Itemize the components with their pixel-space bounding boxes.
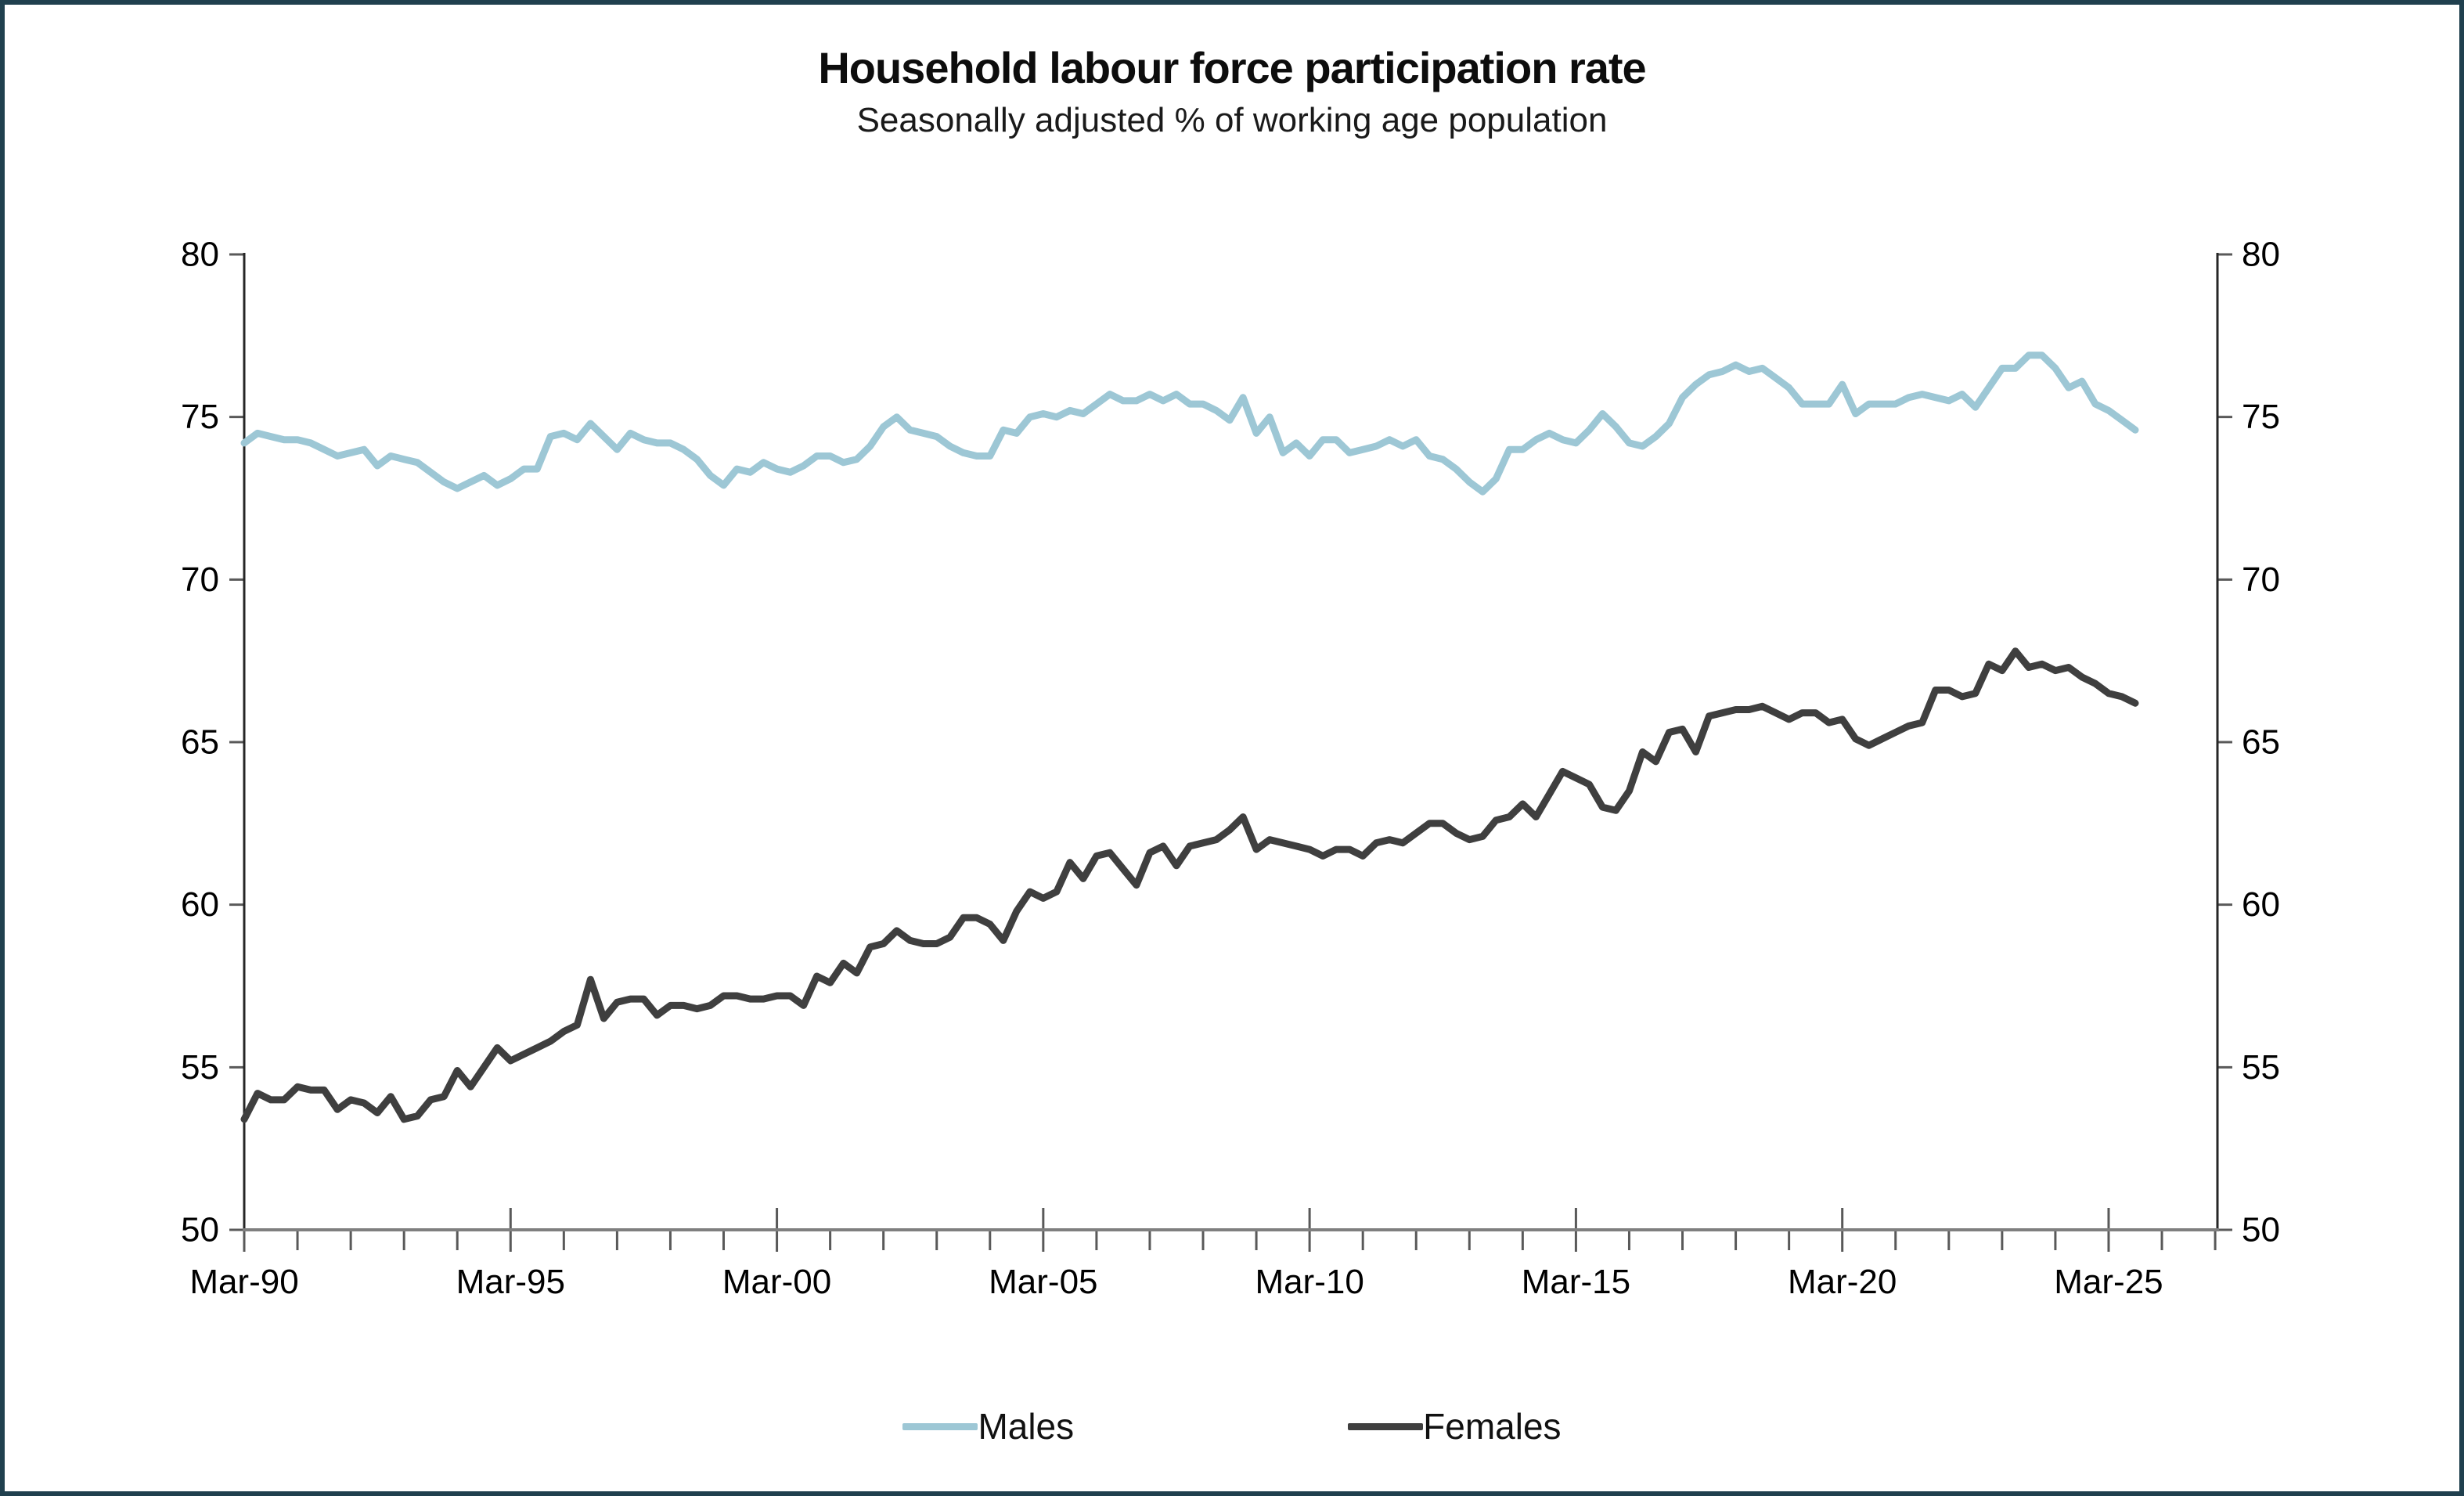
x-tick-label: Mar-15 <box>1522 1263 1630 1301</box>
females-line <box>240 647 2139 1123</box>
x-tick-label: Mar-10 <box>1255 1263 1363 1301</box>
legend-item-males: Males <box>902 1408 1074 1444</box>
x-tick-label: Mar-90 <box>189 1263 298 1301</box>
x-tick-label: Mar-20 <box>1788 1263 1897 1301</box>
legend-item-females: Females <box>1348 1406 1562 1447</box>
x-tick-label: Mar-05 <box>989 1263 1097 1301</box>
males-legend-label: Males <box>978 1406 1075 1447</box>
y-tick-label-right: 75 <box>2242 398 2280 436</box>
chart-header: Household labour force participation rat… <box>0 42 2464 140</box>
y-tick-label-right: 50 <box>2242 1211 2280 1249</box>
y-tick-label-right: 80 <box>2242 236 2280 274</box>
chart-legend: Males Females <box>0 1408 2464 1444</box>
y-tick-label-left: 55 <box>181 1048 219 1087</box>
x-tick-label: Mar-00 <box>722 1263 831 1301</box>
y-tick-label-right: 65 <box>2242 723 2280 762</box>
females-legend-label: Females <box>1423 1406 1562 1447</box>
chart-title: Household labour force participation rat… <box>818 43 1646 92</box>
chart-subtitle: Seasonally adjusted % of working age pop… <box>856 101 1608 139</box>
y-tick-label-left: 70 <box>181 561 219 599</box>
y-tick-label-left: 65 <box>181 723 219 762</box>
x-tick-label: Mar-25 <box>2054 1263 2163 1301</box>
y-tick-label-left: 80 <box>181 236 219 274</box>
males-line <box>240 351 2139 496</box>
y-tick-label-left: 50 <box>181 1211 219 1249</box>
y-tick-label-right: 70 <box>2242 561 2280 599</box>
females-line-swatch <box>1348 1422 1424 1430</box>
x-tick-label: Mar-95 <box>456 1263 565 1301</box>
y-tick-label-left: 60 <box>181 885 219 924</box>
y-tick-label-right: 55 <box>2242 1048 2280 1087</box>
males-line-swatch <box>902 1422 978 1430</box>
y-tick-label-left: 75 <box>181 398 219 436</box>
y-tick-label-right: 60 <box>2242 885 2280 924</box>
